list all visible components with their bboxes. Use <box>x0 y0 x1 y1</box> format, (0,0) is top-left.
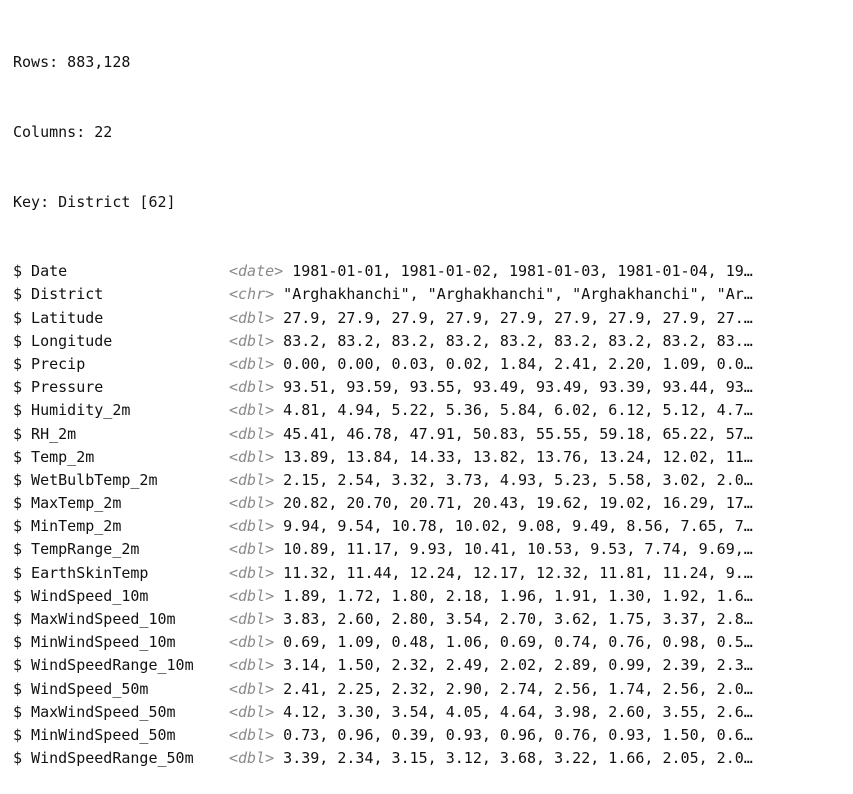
variable-values: 2.41, 2.25, 2.32, 2.90, 2.74, 2.56, 1.74… <box>274 679 753 698</box>
variable-name: $ District <box>13 285 104 304</box>
glimpse-row: $ WindSpeedRange_10m <dbl> 3.14, 1.50, 2.… <box>13 654 843 677</box>
variable-values: 9.94, 9.54, 10.78, 10.02, 9.08, 9.49, 8.… <box>274 517 753 536</box>
glimpse-row: $ Longitude <dbl> 83.2, 83.2, 83.2, 83.2,… <box>13 330 843 353</box>
glimpse-row: $ MaxWindSpeed_50m <dbl> 4.12, 3.30, 3.54… <box>13 701 843 724</box>
variable-name: $ TempRange_2m <box>13 540 140 559</box>
variable-name: $ WindSpeed_50m <box>13 679 149 698</box>
variable-type: <date> <box>229 262 284 281</box>
variable-type: <dbl> <box>229 563 275 582</box>
variable-type: <dbl> <box>229 540 275 559</box>
glimpse-row: $ WetBulbTemp_2m <dbl> 2.15, 2.54, 3.32, … <box>13 469 843 492</box>
glimpse-row: $ RH_2m <dbl> 45.41, 46.78, 47.91, 50.83,… <box>13 423 843 446</box>
variable-values: 45.41, 46.78, 47.91, 50.83, 55.55, 59.18… <box>274 424 753 443</box>
variable-values: "Arghakhanchi", "Arghakhanchi", "Arghakh… <box>274 285 753 304</box>
glimpse-row: $ MaxWindSpeed_10m <dbl> 3.83, 2.60, 2.80… <box>13 608 843 631</box>
variable-name: $ WindSpeedRange_50m <box>13 749 194 768</box>
variable-name: $ MaxWindSpeed_50m <box>13 702 176 721</box>
variable-values: 20.82, 20.70, 20.71, 20.43, 19.62, 19.02… <box>274 494 753 513</box>
glimpse-row: $ Pressure <dbl> 93.51, 93.59, 93.55, 93.… <box>13 376 843 399</box>
variable-name: $ WindSpeed_10m <box>13 586 149 605</box>
variable-type: <dbl> <box>229 633 275 652</box>
variable-name: $ MaxWindSpeed_10m <box>13 610 176 628</box>
variable-type: <dbl> <box>229 586 275 605</box>
variable-type: <dbl> <box>229 494 275 513</box>
variable-type: <dbl> <box>229 679 275 698</box>
variable-name: $ Pressure <box>13 378 104 397</box>
variable-name: $ Date <box>13 262 68 281</box>
variable-type: <dbl> <box>229 308 275 327</box>
variable-name: $ Precip <box>13 354 86 373</box>
variable-values: 0.00, 0.00, 0.03, 0.02, 1.84, 2.41, 2.20… <box>274 354 753 373</box>
variable-values: 3.39, 2.34, 3.15, 3.12, 3.68, 3.22, 1.66… <box>274 749 753 768</box>
variable-type: <dbl> <box>229 401 275 420</box>
variable-name: $ WetBulbTemp_2m <box>13 470 158 489</box>
glimpse-row: $ MinWindSpeed_10m <dbl> 0.69, 1.09, 0.48… <box>13 631 843 654</box>
variable-type: <dbl> <box>229 470 275 489</box>
variable-values: 3.14, 1.50, 2.32, 2.49, 2.02, 2.89, 0.99… <box>274 656 753 675</box>
glimpse-row: $ EarthSkinTemp <dbl> 11.32, 11.44, 12.24… <box>13 562 843 585</box>
variable-values: 93.51, 93.59, 93.55, 93.49, 93.49, 93.39… <box>274 378 753 397</box>
variable-name: $ MinTemp_2m <box>13 517 122 536</box>
variable-values: 3.83, 2.60, 2.80, 3.54, 2.70, 3.62, 1.75… <box>274 610 753 628</box>
glimpse-row: $ TempRange_2m <dbl> 10.89, 11.17, 9.93, … <box>13 538 843 561</box>
variable-type: <dbl> <box>229 702 275 721</box>
variable-name: $ RH_2m <box>13 424 77 443</box>
variable-type: <dbl> <box>229 378 275 397</box>
variable-name: $ Latitude <box>13 308 104 327</box>
glimpse-row: $ District <chr> "Arghakhanchi", "Arghakh… <box>13 283 843 306</box>
glimpse-row: $ Temp_2m <dbl> 13.89, 13.84, 14.33, 13.8… <box>13 446 843 469</box>
glimpse-row: $ WindSpeed_10m <dbl> 1.89, 1.72, 1.80, 2… <box>13 585 843 608</box>
columns-count: Columns: 22 <box>13 123 113 141</box>
glimpse-row: $ WindSpeed_50m <dbl> 2.41, 2.25, 2.32, 2… <box>13 678 843 701</box>
glimpse-row: $ MinTemp_2m <dbl> 9.94, 9.54, 10.78, 10.… <box>13 515 843 538</box>
variable-type: <dbl> <box>229 424 275 443</box>
variable-values: 2.15, 2.54, 3.32, 3.73, 4.93, 5.23, 5.58… <box>274 470 753 489</box>
variable-values: 10.89, 11.17, 9.93, 10.41, 10.53, 9.53, … <box>274 540 753 559</box>
glimpse-row: $ Date <date> 1981-01-01, 1981-01-02, 198… <box>13 260 843 283</box>
variable-type: <dbl> <box>229 749 275 768</box>
variable-name: $ WindSpeedRange_10m <box>13 656 194 675</box>
variable-type: <dbl> <box>229 447 275 466</box>
variable-name: $ MinWindSpeed_10m <box>13 633 176 652</box>
variable-values: 27.9, 27.9, 27.9, 27.9, 27.9, 27.9, 27.9… <box>274 308 753 327</box>
variable-type: <dbl> <box>229 517 275 536</box>
glimpse-row: $ Humidity_2m <dbl> 4.81, 4.94, 5.22, 5.3… <box>13 399 843 422</box>
variable-name: $ EarthSkinTemp <box>13 563 149 582</box>
glimpse-row: $ Precip <dbl> 0.00, 0.00, 0.03, 0.02, 1.… <box>13 353 843 376</box>
variable-type: <dbl> <box>229 725 275 744</box>
variable-values: 1981-01-01, 1981-01-02, 1981-01-03, 1981… <box>283 262 753 281</box>
variable-type: <dbl> <box>229 656 275 675</box>
rows-count: Rows: 883,128 <box>13 53 131 72</box>
variable-values: 1.89, 1.72, 1.80, 2.18, 1.96, 1.91, 1.30… <box>274 586 753 605</box>
variable-type: <chr> <box>229 285 275 304</box>
variable-type: <dbl> <box>229 610 275 628</box>
variable-name: $ Longitude <box>13 331 113 350</box>
glimpse-row: $ Latitude <dbl> 27.9, 27.9, 27.9, 27.9, … <box>13 307 843 330</box>
glimpse-row: $ MaxTemp_2m <dbl> 20.82, 20.70, 20.71, 2… <box>13 492 843 515</box>
variable-type: <dbl> <box>229 354 275 373</box>
console-output: Rows: 883,128 Columns: 22 Key: District … <box>13 5 843 794</box>
glimpse-row: $ WindSpeedRange_50m <dbl> 3.39, 2.34, 3.… <box>13 747 843 770</box>
variable-values: 83.2, 83.2, 83.2, 83.2, 83.2, 83.2, 83.2… <box>274 331 753 350</box>
variable-values: 13.89, 13.84, 14.33, 13.82, 13.76, 13.24… <box>274 447 753 466</box>
variable-name: $ Temp_2m <box>13 447 95 466</box>
variable-values: 4.81, 4.94, 5.22, 5.36, 5.84, 6.02, 6.12… <box>274 401 753 420</box>
variable-values: 0.69, 1.09, 0.48, 1.06, 0.69, 0.74, 0.76… <box>274 633 753 652</box>
variable-type: <dbl> <box>229 331 275 350</box>
variable-name: $ Humidity_2m <box>13 401 131 420</box>
variable-name: $ MaxTemp_2m <box>13 494 122 513</box>
variable-values: 11.32, 11.44, 12.24, 12.17, 12.32, 11.81… <box>274 563 753 582</box>
variable-values: 4.12, 3.30, 3.54, 4.05, 4.64, 3.98, 2.60… <box>274 702 753 721</box>
glimpse-row: $ MinWindSpeed_50m <dbl> 0.73, 0.96, 0.39… <box>13 724 843 747</box>
variable-values: 0.73, 0.96, 0.39, 0.93, 0.96, 0.76, 0.93… <box>274 725 753 744</box>
variable-name: $ MinWindSpeed_50m <box>13 725 176 744</box>
glimpse-list: $ Date <date> 1981-01-01, 1981-01-02, 198… <box>13 260 843 770</box>
group-key: Key: District [62] <box>13 192 176 211</box>
